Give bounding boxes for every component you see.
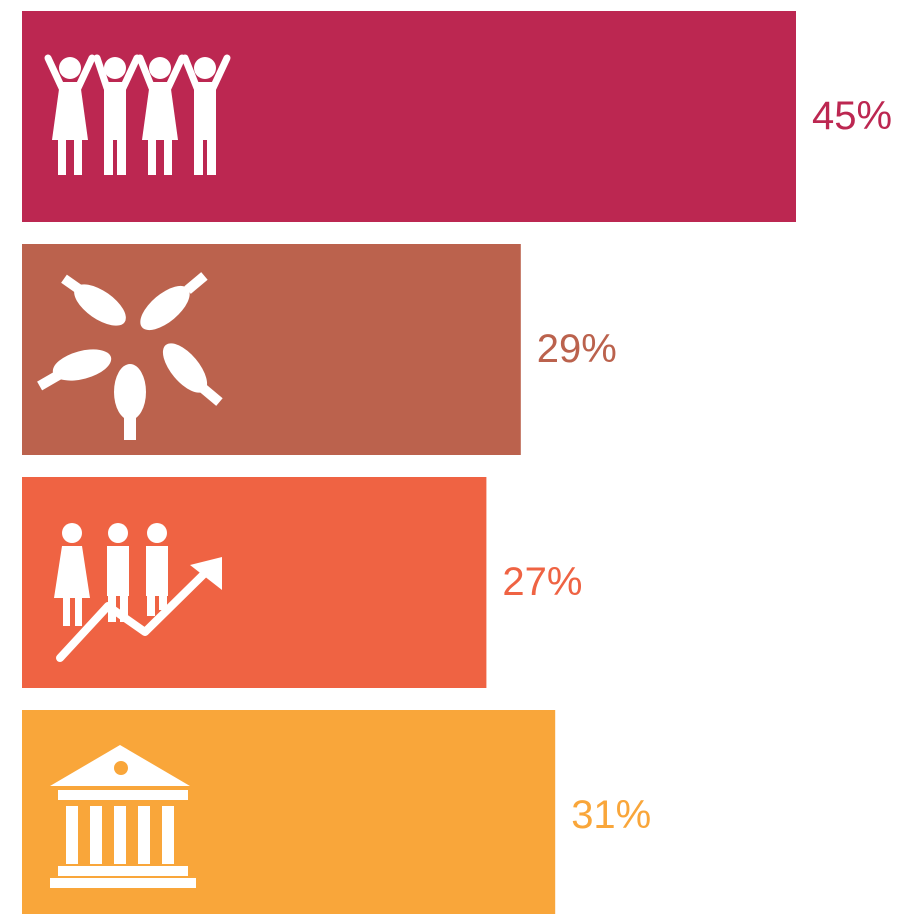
icons <box>37 54 231 888</box>
icon-growth <box>54 523 222 662</box>
value-label: 31% <box>571 793 651 837</box>
value-label: 27% <box>502 560 582 604</box>
value-label: 45% <box>812 94 892 138</box>
icon-hands <box>37 272 223 440</box>
value-label: 29% <box>537 327 617 371</box>
bar <box>22 244 521 455</box>
bar <box>22 11 796 222</box>
icon-building <box>50 745 196 888</box>
bar <box>22 477 487 688</box>
icon-people <box>44 54 231 175</box>
